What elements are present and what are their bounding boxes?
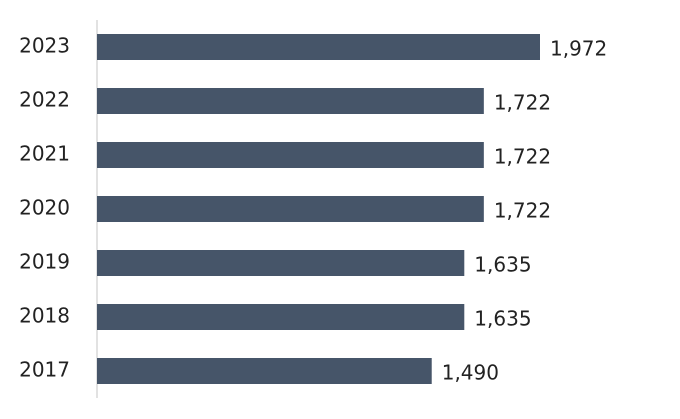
data-label: 1,635	[474, 253, 531, 277]
data-label: 1,635	[474, 307, 531, 331]
y-tick-label: 2020	[19, 196, 70, 220]
bar	[97, 304, 465, 330]
y-tick-label: 2021	[19, 142, 70, 166]
bar	[97, 196, 484, 222]
bar	[97, 358, 432, 384]
bar	[97, 142, 484, 168]
y-tick-label: 2022	[19, 88, 70, 112]
data-label: 1,722	[494, 91, 551, 115]
y-tick-label: 2019	[19, 250, 70, 274]
data-label: 1,722	[494, 145, 551, 169]
data-label: 1,972	[550, 37, 607, 61]
bar	[97, 88, 484, 114]
y-tick-label: 2017	[19, 358, 70, 382]
data-label: 1,722	[494, 199, 551, 223]
data-label: 1,490	[442, 361, 499, 385]
y-tick-label: 2018	[19, 304, 70, 328]
bar	[97, 250, 465, 276]
y-tick-label: 2023	[19, 34, 70, 58]
bar	[97, 34, 540, 60]
